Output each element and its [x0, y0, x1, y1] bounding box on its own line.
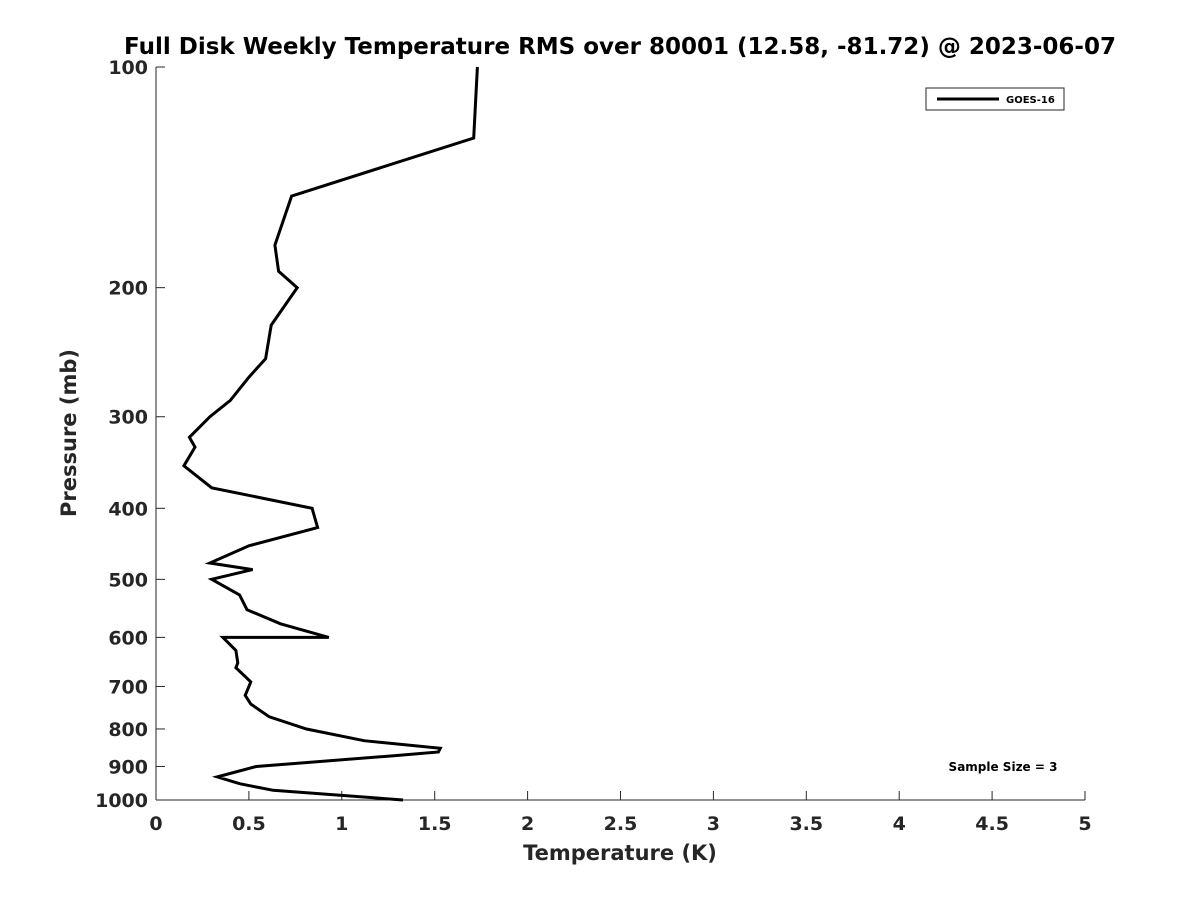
x-tick-label: 5 [1078, 813, 1091, 835]
y-tick-label: 300 [108, 407, 148, 429]
x-tick-label: 2 [521, 813, 534, 835]
x-tick-label: 0 [149, 813, 162, 835]
legend-label: GOES-16 [1006, 95, 1055, 106]
y-tick-label: 400 [108, 498, 148, 520]
legend: GOES-16 [925, 87, 1065, 111]
x-tick-label: 3.5 [789, 813, 823, 835]
y-axis-label: Pressure (mb) [57, 349, 81, 517]
y-tick-label: 900 [108, 756, 148, 778]
plot-area [156, 67, 1085, 800]
y-tick-label: 1000 [95, 790, 148, 812]
y-tick-label: 500 [108, 569, 148, 591]
x-tick-label: 3 [707, 813, 720, 835]
y-tick-label: 200 [108, 278, 148, 300]
sample-size-annotation: Sample Size = 3 [949, 760, 1058, 774]
y-tick-label: 600 [108, 627, 148, 649]
x-tick-label: 1.5 [418, 813, 452, 835]
x-axis-label: Temperature (K) [523, 841, 717, 865]
chart-title: Full Disk Weekly Temperature RMS over 80… [124, 34, 1116, 60]
x-tick-label: 1 [335, 813, 348, 835]
y-tick-label: 100 [108, 57, 148, 79]
x-tick-label: 0.5 [232, 813, 266, 835]
y-tick-label: 800 [108, 719, 148, 741]
y-tick-label: 700 [108, 676, 148, 698]
x-tick-label: 4 [893, 813, 906, 835]
series [181, 66, 479, 802]
x-tick-label: 4.5 [975, 813, 1009, 835]
series-line-goes-16 [181, 66, 479, 802]
x-tick-label: 2.5 [604, 813, 638, 835]
ticks: 0 0.5 1 1.5 2 2.5 3 3.5 4 4.5 5 100 200 300 400 500 600 7… [95, 57, 1092, 835]
